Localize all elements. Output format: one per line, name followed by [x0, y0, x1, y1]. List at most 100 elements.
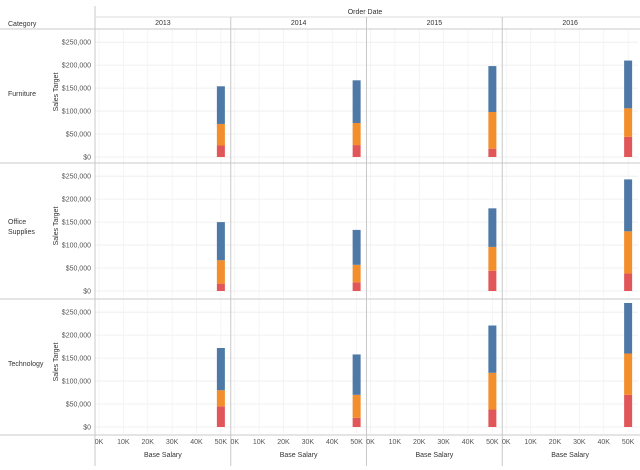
bar-segment: [624, 108, 633, 137]
bar-segment: [216, 348, 225, 391]
bar-segment: [352, 123, 361, 146]
bar-segment: [352, 417, 361, 427]
bar-segment: [352, 80, 361, 124]
bar-segment: [624, 60, 633, 109]
bar-segment: [488, 111, 497, 149]
row-label-2: Technology: [8, 361, 44, 368]
y-tick-label: $150,000: [62, 86, 91, 93]
row-header: Category: [8, 21, 37, 28]
x-tick-label: 0K: [366, 439, 375, 446]
bar-layer: [216, 60, 633, 427]
bar-segment: [216, 260, 225, 284]
bar-segment: [624, 394, 633, 427]
bar-segment: [216, 283, 225, 291]
x-axis-title: Base Salary: [416, 452, 454, 459]
x-tick-label: 30K: [437, 439, 450, 446]
y-tick-label: $100,000: [62, 109, 91, 116]
x-tick-label: 30K: [166, 439, 179, 446]
x-tick-label: 30K: [302, 439, 315, 446]
bar-segment: [624, 303, 633, 354]
x-tick-label: 10K: [117, 439, 130, 446]
column-header-2016: 2016: [562, 20, 578, 27]
y-tick-label: $250,000: [62, 40, 91, 47]
x-tick-label: 40K: [190, 439, 203, 446]
y-axis-title: Sales Target: [53, 73, 60, 112]
x-tick-label: 20K: [277, 439, 290, 446]
x-axis-title: Base Salary: [144, 452, 182, 459]
column-title: Order Date: [348, 9, 383, 16]
y-tick-label: $100,000: [62, 243, 91, 250]
bar-segment: [216, 390, 225, 407]
x-tick-label: 20K: [549, 439, 562, 446]
x-axis-title: Base Salary: [551, 452, 589, 459]
y-tick-label: $0: [83, 155, 91, 162]
x-tick-label: 20K: [413, 439, 426, 446]
y-tick-label: $50,000: [66, 402, 91, 409]
x-tick-label: 0K: [230, 439, 239, 446]
y-axis-title: Sales Target: [53, 343, 60, 382]
bar-segment: [216, 145, 225, 157]
bar-segment: [216, 406, 225, 427]
bar-segment: [216, 123, 225, 146]
x-tick-label: 50K: [215, 439, 228, 446]
y-tick-label: $250,000: [62, 310, 91, 317]
y-tick-label: $150,000: [62, 220, 91, 227]
bar-segment: [488, 246, 497, 271]
y-tick-label: $250,000: [62, 174, 91, 181]
x-tick-label: 10K: [389, 439, 402, 446]
bar-segment: [352, 145, 361, 157]
column-header-2015: 2015: [427, 20, 443, 27]
bar-segment: [488, 208, 497, 247]
y-tick-label: $150,000: [62, 356, 91, 363]
x-tick-label: 10K: [524, 439, 537, 446]
x-tick-label: 40K: [462, 439, 475, 446]
row-label-word: Supplies: [8, 229, 35, 236]
label-layer: $0 $50,000 $100,000 $150,000 $200,000 $250,00…: [8, 20, 635, 459]
row-label-word: Office: [8, 219, 26, 226]
y-tick-label: $100,000: [62, 379, 91, 386]
y-tick-label: $50,000: [66, 266, 91, 273]
column-header-2013: 2013: [155, 20, 171, 27]
row-label-0: Furniture: [8, 91, 36, 98]
bar-segment: [488, 66, 497, 112]
x-tick-label: 50K: [622, 439, 635, 446]
y-tick-label: $0: [83, 289, 91, 296]
bar-segment: [352, 394, 361, 418]
bar-segment: [352, 282, 361, 291]
bar-segment: [352, 354, 361, 395]
x-tick-label: 30K: [573, 439, 586, 446]
x-tick-label: 0K: [95, 439, 104, 446]
bar-segment: [624, 136, 633, 157]
bar-segment: [488, 372, 497, 410]
bar-segment: [624, 273, 633, 291]
y-tick-label: $200,000: [62, 333, 91, 340]
x-tick-label: 10K: [253, 439, 266, 446]
bar-segment: [352, 229, 361, 265]
bar-segment: [352, 264, 361, 283]
y-axis-title: Sales Target: [53, 207, 60, 246]
y-tick-label: $50,000: [66, 132, 91, 139]
bar-segment: [488, 270, 497, 291]
bar-segment: [624, 353, 633, 395]
bar-segment: [488, 409, 497, 427]
bar-segment: [216, 222, 225, 261]
y-tick-label: $200,000: [62, 63, 91, 70]
x-tick-label: 40K: [598, 439, 611, 446]
row-label-1: Office Supplies: [8, 219, 35, 236]
x-tick-label: 50K: [350, 439, 363, 446]
x-tick-label: 0K: [502, 439, 511, 446]
bar-segment: [624, 231, 633, 274]
x-tick-label: 50K: [486, 439, 499, 446]
x-axis-title: Base Salary: [280, 452, 318, 459]
bar-segment: [488, 148, 497, 157]
x-tick-label: 20K: [142, 439, 155, 446]
frame-layer: [0, 6, 640, 466]
bar-segment: [624, 179, 633, 232]
column-header-2014: 2014: [291, 20, 307, 27]
bar-segment: [488, 325, 497, 373]
y-tick-label: $0: [83, 425, 91, 432]
bar-segment: [216, 86, 225, 124]
x-tick-label: 40K: [326, 439, 339, 446]
y-tick-label: $200,000: [62, 197, 91, 204]
